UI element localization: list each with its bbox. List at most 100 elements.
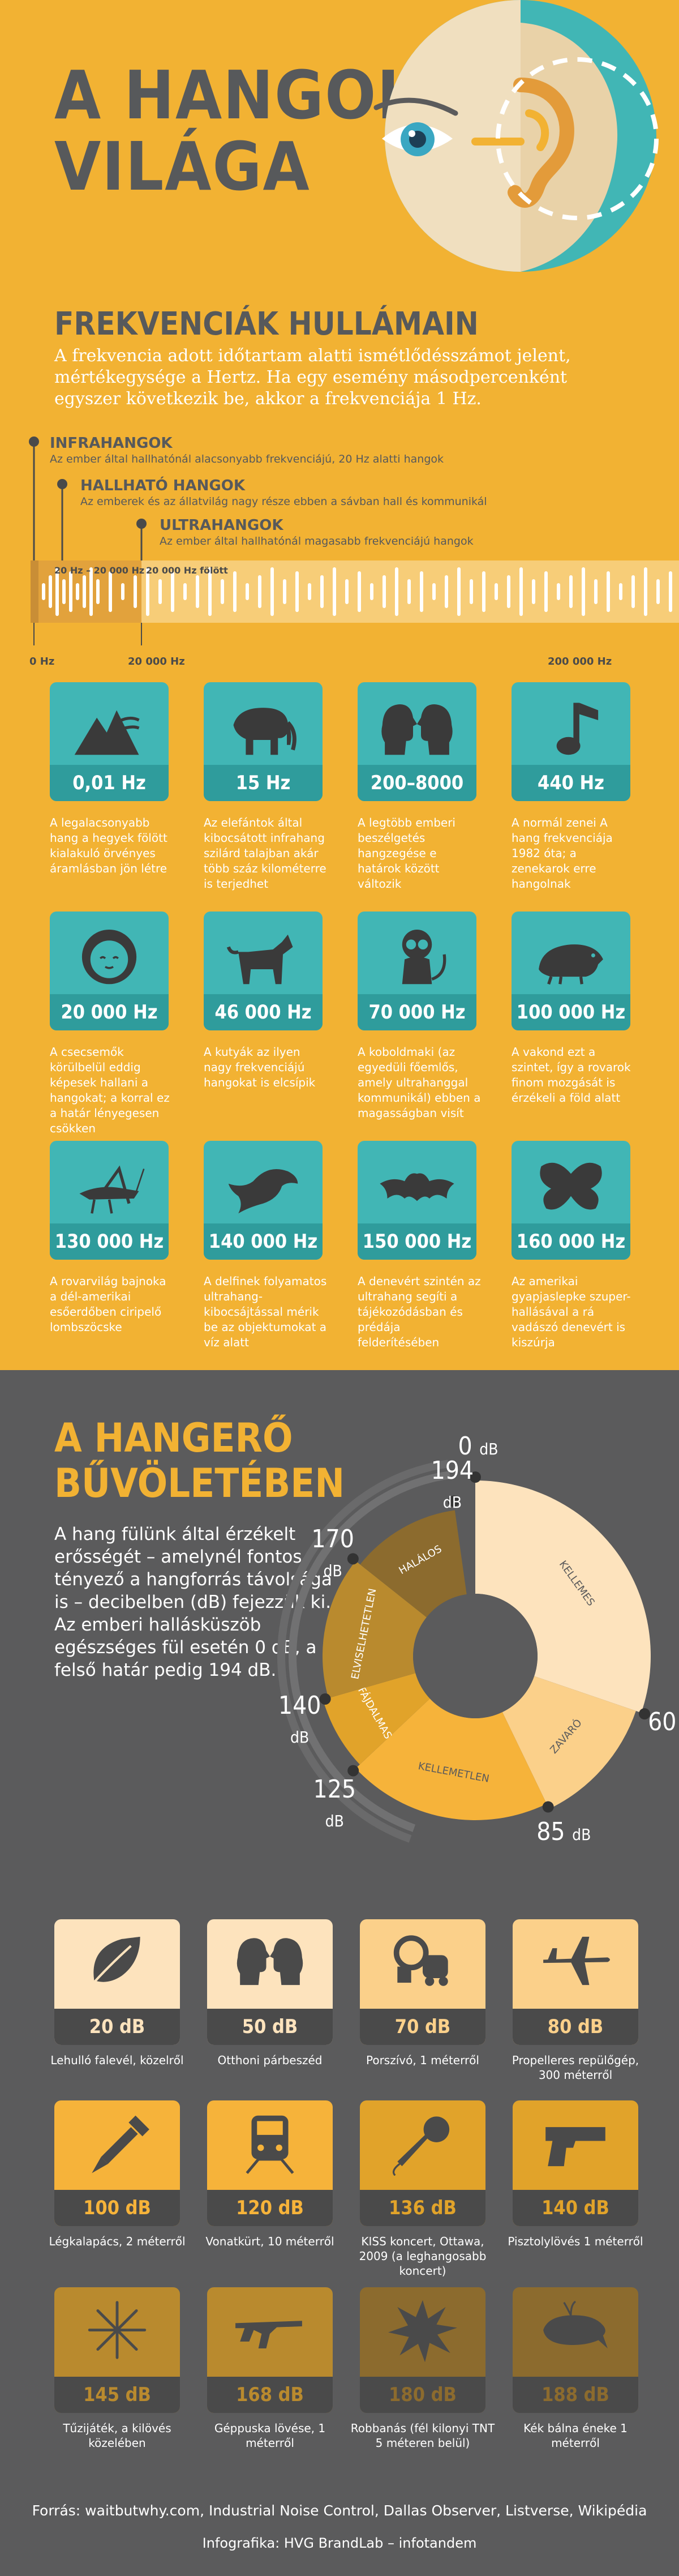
frequency-description: A legalacsonyabb hang a hegyek fölött ki… xyxy=(50,816,167,875)
db-number: 0 xyxy=(458,1432,472,1461)
db-label: 194 dB xyxy=(418,1456,486,1514)
db-number: 140 xyxy=(278,1691,321,1721)
wave-bar xyxy=(109,571,112,612)
dial-zone xyxy=(323,1561,427,1698)
wave-bar xyxy=(283,579,286,604)
wave-bar xyxy=(158,579,162,604)
frequency-description: A delfinek folyamatos ultrahang-kibocsáj… xyxy=(204,1274,327,1349)
volume-title: A HANGERŐ BŰVÖLETÉBEN xyxy=(54,1415,345,1506)
volume-tile: 20 dB xyxy=(54,1919,180,2045)
face-half xyxy=(385,0,521,272)
frequency-value: 150 000 Hz xyxy=(358,1223,476,1260)
two-heads-icon xyxy=(237,1938,303,1986)
wave-bar xyxy=(270,567,274,616)
frequency-description: Az elefántok által kibocsátott infrahang… xyxy=(204,816,326,891)
leaf-icon xyxy=(88,1936,140,1988)
wave-bar xyxy=(470,579,473,604)
wave-bar xyxy=(407,579,411,604)
dial-zone xyxy=(475,1480,651,1713)
volume-description: KISS koncert, Ottawa, 2009 (a leghangosa… xyxy=(359,2235,487,2278)
dial-tick-dot xyxy=(470,1471,481,1483)
volume-intro: A hang fülünk által érzékelt erősségét –… xyxy=(54,1524,332,1680)
page-title: A HANGOK VILÁGA xyxy=(54,59,425,202)
frequency-value: 130 000 Hz xyxy=(50,1223,169,1260)
volume-value: 80 dB xyxy=(513,2009,638,2045)
wave-bar xyxy=(557,583,560,600)
volume-tile: 80 dB xyxy=(513,1919,638,2045)
volume-description: Robbanás (fél kilonyi TNT 5 méteren belü… xyxy=(350,2421,495,2450)
wave-bar xyxy=(495,583,498,600)
volume-tile: 50 dB xyxy=(207,1919,333,2045)
elephant-icon xyxy=(233,708,296,755)
wave-bar xyxy=(96,579,100,604)
two-heads-icon xyxy=(381,704,453,755)
wave-bar xyxy=(594,579,598,604)
dashed-zoom-circle xyxy=(496,57,659,220)
wave-bar xyxy=(233,571,237,612)
wave-bar xyxy=(507,575,510,608)
dial-center xyxy=(413,1594,538,1718)
volume-value: 120 dB xyxy=(207,2190,333,2226)
db-number: 194 xyxy=(431,1456,474,1486)
wave-bar xyxy=(55,567,59,616)
wave-bar xyxy=(320,575,324,608)
db-number: 60 xyxy=(648,1707,677,1736)
volume-value: 168 dB xyxy=(207,2377,333,2413)
legend-audible-sub: Az emberek és az állatvilág nagy része e… xyxy=(80,495,487,508)
legend-infra-title: INFRAHANGOK xyxy=(50,435,173,452)
baby-icon xyxy=(81,930,137,985)
wave-bar xyxy=(445,575,448,608)
volume-tile: 100 dB xyxy=(54,2100,180,2226)
frequency-card: 20 000 Hz xyxy=(50,912,169,1030)
wave-bar xyxy=(76,583,79,600)
volume-description: Vonatkürt, 10 méterről xyxy=(205,2235,334,2248)
band-label-audible: 20 Hz – 20 000 Hz xyxy=(54,565,145,576)
frequency-description: A legtöbb emberi beszélgetés hangzegése … xyxy=(358,816,455,891)
dog-icon xyxy=(226,934,293,985)
explosion-icon xyxy=(388,2300,457,2363)
db-unit: dB xyxy=(325,1812,344,1831)
eyebrow xyxy=(373,97,458,116)
dial-tick-dot xyxy=(542,1801,554,1813)
frequency-description: A koboldmaki (az egyedüli főemlős, amely… xyxy=(358,1045,481,1120)
volume-description: Légkalapács, 2 méterről xyxy=(49,2235,186,2248)
frequency-card: 160 000 Hz xyxy=(512,1141,630,1260)
frequency-card: 0,01 Hz xyxy=(50,682,169,801)
wave-bar xyxy=(246,583,249,600)
db-unit: dB xyxy=(442,1493,462,1512)
axis-label-0hz: 0 Hz xyxy=(29,656,55,667)
dolphin-icon xyxy=(228,1169,298,1214)
wave-bar xyxy=(395,567,398,616)
dial-tick-dot xyxy=(347,1553,359,1565)
band-label-ultra: 20 000 Hz fölött xyxy=(146,565,228,576)
frequency-value: 160 000 Hz xyxy=(512,1223,630,1260)
frequency-spectrum xyxy=(29,437,679,645)
volume-tile: 70 dB xyxy=(360,1919,485,2045)
frequency-card: 100 000 Hz xyxy=(512,912,630,1030)
footer-credit: Infografika: HVG BrandLab – infotandem xyxy=(202,2535,477,2551)
axis-label-200000hz: 200 000 Hz xyxy=(548,656,612,667)
frequency-title: FREKVENCIÁK HULLÁMAIN xyxy=(54,306,479,343)
db-label: 0 dB xyxy=(444,1432,512,1461)
wave-bar xyxy=(631,575,635,608)
dial-tick-dot xyxy=(639,1708,651,1720)
wave-bar xyxy=(619,583,622,600)
music-note-icon xyxy=(556,703,599,755)
volume-tile: 140 dB xyxy=(513,2100,638,2226)
frequency-card: 46 000 Hz xyxy=(204,912,323,1030)
wave-bar xyxy=(358,571,361,612)
firework-icon xyxy=(88,2301,147,2359)
wave-bar xyxy=(420,571,423,612)
legend-audible-title: HALLHATÓ HANGOK xyxy=(80,477,246,494)
mountain-wind-icon xyxy=(74,710,140,755)
frequency-card: 140 000 Hz xyxy=(204,1141,323,1260)
wave-bar xyxy=(308,583,311,600)
frequency-description: A vakond ezt a szintet, így a rovarok fi… xyxy=(512,1045,631,1105)
volume-description: Tűzijáték, a kilövés közelében xyxy=(63,2421,171,2450)
title-line-1: A HANGOK xyxy=(54,56,425,134)
ear-outer xyxy=(508,78,574,208)
ear-face-illustration xyxy=(373,0,659,272)
dial-zone xyxy=(502,1676,636,1809)
wave-bar xyxy=(656,579,660,604)
